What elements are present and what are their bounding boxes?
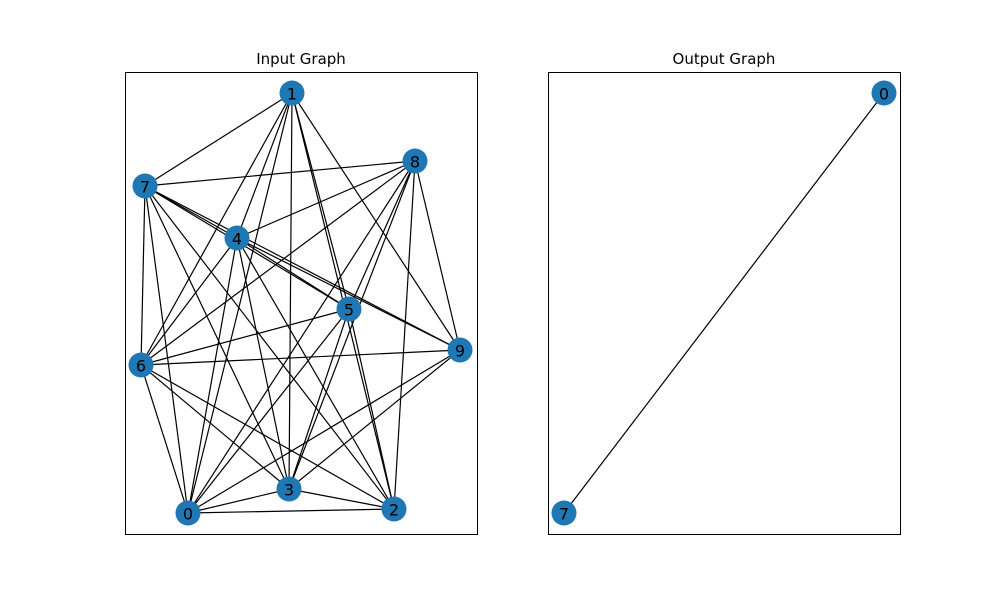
edge-4-6 <box>140 237 238 366</box>
node-label: 7 <box>140 178 150 197</box>
node-circle <box>175 500 201 526</box>
edge-8-5 <box>348 160 416 310</box>
edge-7-9 <box>144 185 461 351</box>
node-label: 0 <box>879 85 889 104</box>
edge-6-9 <box>140 349 461 366</box>
edge-5-6 <box>140 308 350 366</box>
node-circle <box>276 476 302 502</box>
output-graph-frame <box>548 72 901 535</box>
node-circle <box>336 296 362 322</box>
node-label: 2 <box>389 501 399 520</box>
edge-6-0 <box>140 364 189 514</box>
edge-0-7 <box>563 92 885 514</box>
edge-4-3 <box>236 237 290 490</box>
node-circle <box>279 80 305 106</box>
node-7: 7 <box>551 500 577 526</box>
edge-8-9 <box>414 160 461 351</box>
node-4: 4 <box>224 225 250 251</box>
node-circle <box>132 173 158 199</box>
edge-0-3 <box>187 488 290 514</box>
edge-0-2 <box>187 508 395 514</box>
node-5: 5 <box>336 296 362 322</box>
edge-8-2 <box>393 160 416 510</box>
edge-7-3 <box>144 185 290 490</box>
edge-4-0 <box>187 237 238 514</box>
edge-8-6 <box>140 160 416 366</box>
node-9: 9 <box>447 337 473 363</box>
input-graph-frame <box>125 72 478 535</box>
node-circle <box>128 352 154 378</box>
edge-7-6 <box>140 185 146 366</box>
node-label: 7 <box>559 505 569 524</box>
edge-4-2 <box>236 237 395 510</box>
input-graph-title: Input Graph <box>256 50 346 68</box>
node-label: 1 <box>287 85 297 104</box>
node-2: 2 <box>381 496 407 522</box>
node-circle <box>551 500 577 526</box>
edge-5-2 <box>348 308 395 510</box>
node-label: 6 <box>136 357 146 376</box>
input-graph-nodes: 0 1 2 3 4 5 6 7 8 9 <box>128 80 473 526</box>
output-graph-title: Output Graph <box>673 50 776 68</box>
input-graph-panel: Input Graph 0 1 2 3 4 5 6 7 8 9 <box>125 50 478 535</box>
node-label: 4 <box>232 230 242 249</box>
node-1: 1 <box>279 80 305 106</box>
edge-7-2 <box>144 185 395 510</box>
edge-5-3 <box>288 308 350 490</box>
edge-7-5 <box>144 185 350 310</box>
output-graph-nodes: 07 <box>551 80 897 526</box>
edge-3-2 <box>288 488 395 510</box>
node-7: 7 <box>132 173 158 199</box>
edge-1-4 <box>236 92 293 239</box>
node-circle <box>402 148 428 174</box>
node-label: 5 <box>344 301 354 320</box>
edge-1-3 <box>288 92 293 490</box>
node-circle <box>871 80 897 106</box>
edge-6-3 <box>140 364 290 490</box>
node-label: 0 <box>183 505 193 524</box>
edge-8-7 <box>144 160 416 187</box>
node-8: 8 <box>402 148 428 174</box>
output-graph-edges <box>563 92 885 514</box>
edge-8-4 <box>236 160 416 239</box>
output-graph-panel: Output Graph 07 <box>548 50 901 535</box>
edge-9-3 <box>288 349 461 490</box>
node-label: 9 <box>455 342 465 361</box>
node-0: 0 <box>175 500 201 526</box>
input-graph-edges <box>140 92 461 514</box>
node-6: 6 <box>128 352 154 378</box>
node-label: 3 <box>284 481 294 500</box>
node-label: 8 <box>410 153 420 172</box>
edge-4-9 <box>236 237 461 351</box>
edge-1-0 <box>187 92 293 514</box>
edge-1-5 <box>291 92 350 310</box>
node-circle <box>224 225 250 251</box>
node-circle <box>381 496 407 522</box>
node-3: 3 <box>276 476 302 502</box>
edge-9-0 <box>187 349 461 514</box>
edge-5-0 <box>187 308 350 514</box>
node-circle <box>447 337 473 363</box>
edge-7-0 <box>144 185 189 514</box>
edge-6-2 <box>140 364 395 510</box>
edge-1-7 <box>144 92 293 187</box>
edge-4-5 <box>236 237 350 310</box>
node-0: 0 <box>871 80 897 106</box>
edge-8-0 <box>187 160 416 514</box>
